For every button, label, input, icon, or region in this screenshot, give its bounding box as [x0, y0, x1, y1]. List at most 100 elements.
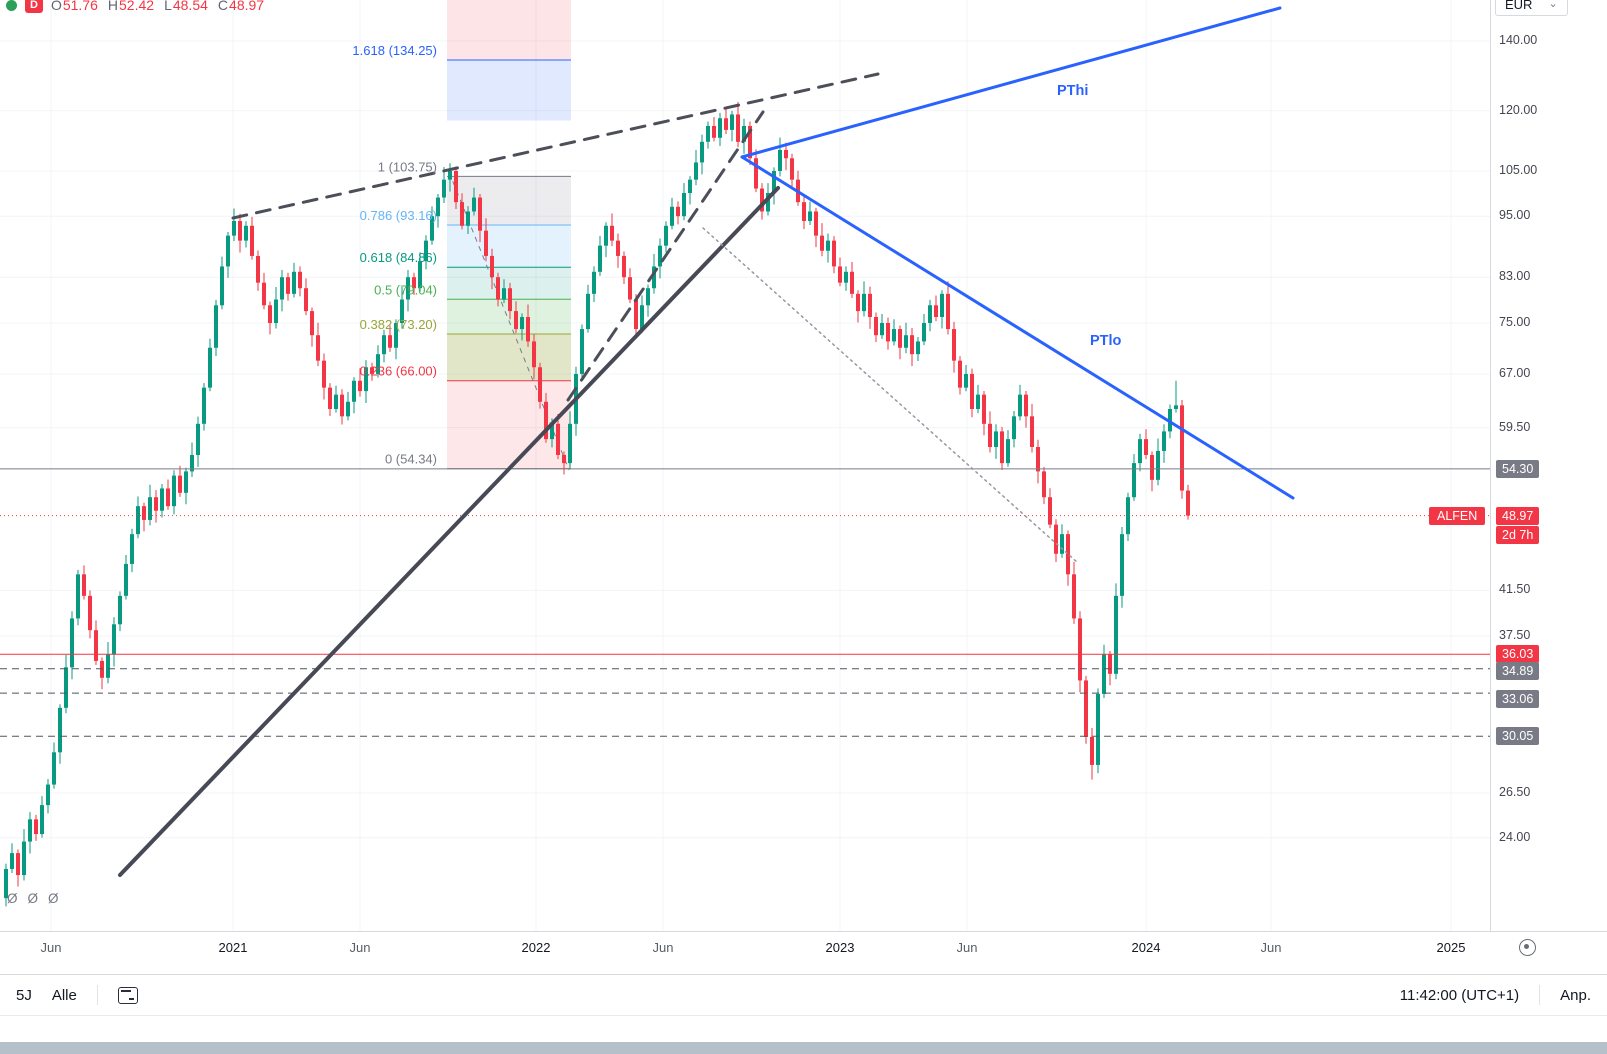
candle-body: [418, 261, 422, 289]
candle-body: [202, 387, 206, 424]
candle-body: [610, 225, 614, 241]
low-label: L: [164, 0, 172, 13]
candle-body: [868, 293, 872, 318]
candle-body: [646, 288, 650, 306]
price-axis-badge: 36.03: [1496, 645, 1540, 664]
candle-body: [766, 193, 770, 212]
candle-body: [106, 654, 110, 678]
price-tick: 75.00: [1499, 314, 1531, 329]
chevron-down-icon: ⌄: [1548, 0, 1558, 10]
indicator-toggle[interactable]: Ø: [48, 891, 59, 906]
candle-body: [736, 114, 740, 142]
candle-body: [592, 271, 596, 294]
indicator-toggle[interactable]: Ø: [27, 891, 39, 906]
price-tick: 67.00: [1499, 365, 1531, 380]
candle-body: [412, 277, 416, 289]
candle-body: [826, 240, 830, 251]
ptlo-line[interactable]: [740, 155, 1295, 500]
long-uptrend-line[interactable]: [118, 186, 780, 877]
fib-band[interactable]: [447, 0, 571, 60]
trendline-label[interactable]: PTlo: [1090, 333, 1122, 349]
candle-body: [466, 211, 470, 226]
price-axis-badge: 33.06: [1496, 690, 1540, 709]
lower-dashed-line[interactable]: [566, 110, 765, 402]
candle-body: [454, 170, 458, 203]
time-tick-2022: 2022: [521, 940, 551, 955]
candle-body: [292, 271, 296, 294]
candle-body: [172, 475, 176, 507]
candle-body: [760, 188, 764, 212]
price-tick: 140.00: [1499, 33, 1538, 47]
candle-body: [160, 488, 164, 511]
candlestick-canvas[interactable]: 1.618 (134.25) 1 (103.75) 0.786 (93.16) 0.6…: [0, 0, 1490, 931]
price-axis[interactable]: EUR ⌄ 140.00 120.00 105.00 95.00 83.00 75.00 6…: [1490, 0, 1607, 931]
upper-dashed-line[interactable]: [231, 72, 880, 220]
fib-level-label: 0.382 (73.20): [360, 317, 437, 332]
price-axis-badge: 54.30: [1496, 459, 1540, 478]
toolbar-left: 5J Alle: [16, 985, 138, 1005]
price-chart[interactable]: 1.618 (134.25) 1 (103.75) 0.786 (93.16) 0.6…: [0, 0, 1490, 931]
candle-body: [772, 170, 776, 194]
time-axis[interactable]: Jun 2021 Jun 2022 Jun 2023 Jun 2024 Jun 2025: [0, 931, 1607, 965]
candle-body: [244, 225, 248, 241]
candle-body: [544, 401, 548, 440]
fib-band[interactable]: [447, 59, 571, 121]
candle-body: [1144, 439, 1148, 455]
pthi-line[interactable]: [740, 6, 1282, 159]
candle-body: [478, 197, 482, 231]
open-label: O: [50, 0, 62, 13]
price-tick: 41.50: [1499, 582, 1531, 597]
candle-body: [1096, 693, 1100, 765]
scale-settings-icon[interactable]: [1519, 939, 1536, 956]
candle-body: [616, 240, 620, 256]
trendline-label[interactable]: PThi: [1057, 83, 1088, 99]
fib-band[interactable]: [447, 176, 571, 226]
candle-body: [190, 454, 194, 472]
fib-level-label: 0 (54.34): [385, 452, 437, 467]
candle-body: [1090, 736, 1094, 765]
range-5y-button[interactable]: 5J: [16, 986, 32, 1004]
time-tick-jun: Jun: [652, 940, 674, 955]
price-axis-badge: 34.89: [1496, 661, 1540, 680]
candle-body: [976, 394, 980, 409]
bottom-toolbar: 5J Alle 11:42:00 (UTC+1) Anp.: [0, 974, 1607, 1016]
candle-body: [556, 423, 560, 455]
interval-badge[interactable]: D: [25, 0, 43, 13]
candle-body: [1072, 574, 1076, 619]
time-tick-jun: Jun: [1260, 940, 1282, 955]
candle-body: [1120, 534, 1124, 596]
candle-body: [754, 158, 758, 189]
currency-selector[interactable]: EUR ⌄: [1495, 0, 1568, 16]
dotted-downtrend[interactable]: [702, 227, 1079, 564]
candle-body: [76, 574, 80, 619]
price-axis-badge: 2d 7h: [1496, 525, 1540, 544]
candle-body: [1150, 454, 1154, 480]
go-to-date-icon[interactable]: [117, 986, 138, 1004]
candle-body: [286, 277, 290, 294]
indicator-toggle[interactable]: Ø: [7, 891, 18, 906]
fib-band[interactable]: [447, 225, 571, 268]
candle-body: [1102, 654, 1106, 694]
candle-body: [184, 471, 188, 493]
candle-body: [154, 497, 158, 511]
price-tick: 59.50: [1499, 419, 1531, 434]
candle-body: [484, 230, 488, 256]
candle-body: [250, 225, 254, 256]
ohlc-values: O 51.76 H 52.42 L 48.54 C 48.97: [51, 0, 264, 13]
adjust-button[interactable]: Anp.: [1560, 986, 1591, 1004]
candle-body: [598, 245, 602, 272]
candle-body: [208, 347, 212, 388]
candle-body: [568, 423, 572, 464]
candle-body: [1078, 618, 1082, 681]
candle-body: [742, 125, 746, 142]
candle-body: [838, 266, 842, 283]
candle-body: [934, 305, 938, 318]
candle-body: [778, 149, 782, 171]
candle-body: [604, 225, 608, 246]
candle-body: [1024, 394, 1028, 417]
clock-time[interactable]: 11:42:00 (UTC+1): [1399, 986, 1520, 1004]
close-value: 48.97: [229, 0, 265, 13]
low-value: 48.54: [172, 0, 208, 13]
range-all-button[interactable]: Alle: [51, 986, 77, 1004]
fib-band[interactable]: [447, 333, 571, 381]
